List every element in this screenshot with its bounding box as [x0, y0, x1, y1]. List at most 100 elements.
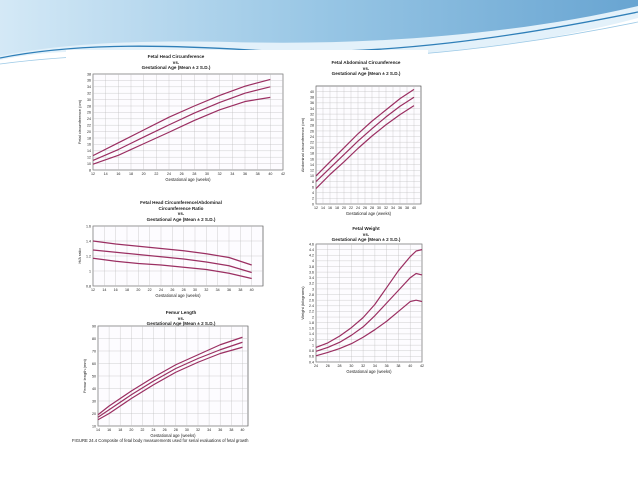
weight-xtick-label: 40	[408, 364, 412, 368]
ac-chart-title: Fetal Abdominal Circumference vs. Gestat…	[331, 60, 401, 77]
weight-ytick-label: 3.4	[309, 276, 314, 280]
ac-xtick-label: 14	[321, 206, 325, 210]
ac-ytick-label: 38	[310, 96, 314, 100]
weight-ytick-label: 0.8	[309, 349, 314, 353]
weight-ytick-label: 1.2	[309, 338, 314, 342]
weight-xtick-label: 38	[396, 364, 400, 368]
weight-ytick-label: 1.8	[309, 321, 314, 325]
fl-chart: 14 16 18 20 22 24 26 28 30 32 34 36 38 40 10 20 30 40 50 60…	[82, 324, 249, 438]
ac-ytick-label: 18	[310, 152, 314, 156]
weight-ytick-label: 4.4	[309, 248, 314, 252]
fl-ytick-label: 50	[92, 374, 96, 378]
hc-xaxis-label: Gestational age (weeks)	[165, 177, 211, 182]
fl-chart-title: Femur Length vs. Gestational Age (Mean ±…	[146, 310, 216, 327]
ac-series-line-1	[315, 96, 415, 182]
ac-xtick-label: 36	[398, 206, 402, 210]
fetal-growth-figure: Fetal Head Circumference vs. Gestational…	[66, 50, 428, 446]
ratio-xtick-label: 18	[125, 288, 129, 292]
banner-wave-front	[0, 0, 638, 56]
ac-ytick-label: 20	[310, 146, 314, 150]
ac-xtick-label: 40	[412, 206, 416, 210]
ratio-ytick-label: 1.4	[86, 239, 91, 243]
hc-xtick-label: 18	[129, 172, 133, 176]
weight-xtick-label: 24	[314, 364, 318, 368]
weight-ytick-label: 1	[312, 343, 314, 347]
ac-xtick-label: 18	[335, 206, 339, 210]
fl-xtick-label: 26	[163, 428, 167, 432]
ratio-xtick-label: 32	[204, 288, 208, 292]
hc-ytick-label: 32	[87, 92, 91, 96]
ac-ytick-label: 36	[310, 101, 314, 105]
ac-xtick-label: 26	[363, 206, 367, 210]
ac-xtick-label: 28	[370, 206, 374, 210]
weight-ytick-label: 3.8	[309, 265, 314, 269]
weight-ytick-label: 2.2	[309, 310, 314, 314]
weight-series-line-2	[315, 299, 423, 357]
hc-xtick-label: 30	[205, 172, 209, 176]
fl-xtick-label: 28	[174, 428, 178, 432]
hc-ytick-label: 10	[87, 162, 91, 166]
fl-xtick-label: 36	[218, 428, 222, 432]
weight-xtick-label: 34	[373, 364, 377, 368]
ratio-xtick-label: 40	[250, 288, 254, 292]
ac-ytick-label: 34	[310, 107, 314, 111]
hc-ytick-label: 28	[87, 104, 91, 108]
ratio-chart-title: Fetal Head Circumference/Abdominal Circu…	[140, 200, 222, 222]
weight-ytick-label: 2	[312, 315, 314, 319]
ratio-xtick-label: 16	[114, 288, 118, 292]
hc-ytick-label: 26	[87, 111, 91, 115]
hc-xtick-label: 26	[180, 172, 184, 176]
ratio-chart: 12 14 16 18 20 22 24 26 28 30 32 34 36 38 40 0.8 1 1.2 1.4…	[77, 224, 264, 298]
weight-ytick-label: 3.2	[309, 282, 314, 286]
ac-xtick-label: 22	[349, 206, 353, 210]
ratio-xtick-label: 12	[91, 288, 95, 292]
weight-xtick-label: 32	[361, 364, 365, 368]
figure-caption: FIGURE 24.4 Composite of fetal body meas…	[72, 438, 249, 443]
ac-xtick-label: 16	[328, 206, 332, 210]
ratio-ytick-label: 1	[89, 269, 91, 273]
ac-xaxis-label: Gestational age (weeks)	[346, 211, 392, 216]
weight-ytick-label: 0.6	[309, 355, 314, 359]
hc-xtick-label: 22	[154, 172, 158, 176]
weight-ytick-label: 4.6	[309, 242, 314, 246]
hc-ytick-label: 12	[87, 156, 91, 160]
weight-xtick-label: 26	[326, 364, 330, 368]
ac-plot-frame	[315, 85, 422, 205]
weight-ytick-label: 4.2	[309, 254, 314, 258]
ratio-series-line-0	[92, 240, 252, 266]
ratio-xtick-label: 30	[193, 288, 197, 292]
hc-ytick-label: 18	[87, 136, 91, 140]
fl-yaxis-label: Femur length (mm)	[82, 358, 87, 393]
fl-ytick-label: 60	[92, 362, 96, 366]
ratio-yaxis-label: H/A ratio	[77, 248, 82, 264]
hc-ytick-label: 8	[89, 168, 91, 172]
hc-ytick-label: 14	[87, 149, 91, 153]
hc-xtick-label: 34	[230, 172, 234, 176]
fl-series-line-0	[97, 336, 243, 416]
hc-ytick-label: 22	[87, 124, 91, 128]
ratio-xtick-label: 14	[102, 288, 106, 292]
hc-xtick-label: 42	[281, 172, 285, 176]
ac-ytick-label: 16	[310, 157, 314, 161]
ratio-xtick-label: 26	[170, 288, 174, 292]
ac-series-line-2	[315, 105, 415, 189]
weight-chart: 24 26 28 30 32 34 36 38 40 420.40.60.811.21.41.61…	[300, 242, 424, 374]
ac-ytick-label: 8	[312, 180, 314, 184]
fl-xtick-label: 18	[118, 428, 122, 432]
weight-series-line-0	[315, 249, 423, 348]
weight-ytick-label: 3	[312, 287, 314, 291]
fl-ytick-label: 90	[92, 324, 96, 328]
ratio-xtick-label: 28	[182, 288, 186, 292]
fl-xtick-label: 34	[207, 428, 211, 432]
hc-xtick-label: 36	[243, 172, 247, 176]
weight-ytick-label: 0.4	[309, 360, 314, 364]
fl-ytick-label: 10	[92, 424, 96, 428]
fl-ytick-label: 80	[92, 337, 96, 341]
fl-xtick-label: 32	[196, 428, 200, 432]
weight-ytick-label: 2.4	[309, 304, 314, 308]
ac-ytick-label: 40	[310, 90, 314, 94]
hc-ytick-label: 24	[87, 117, 91, 121]
ac-xtick-label: 24	[356, 206, 360, 210]
fl-xtick-label: 14	[96, 428, 100, 432]
ac-ytick-label: 26	[310, 129, 314, 133]
